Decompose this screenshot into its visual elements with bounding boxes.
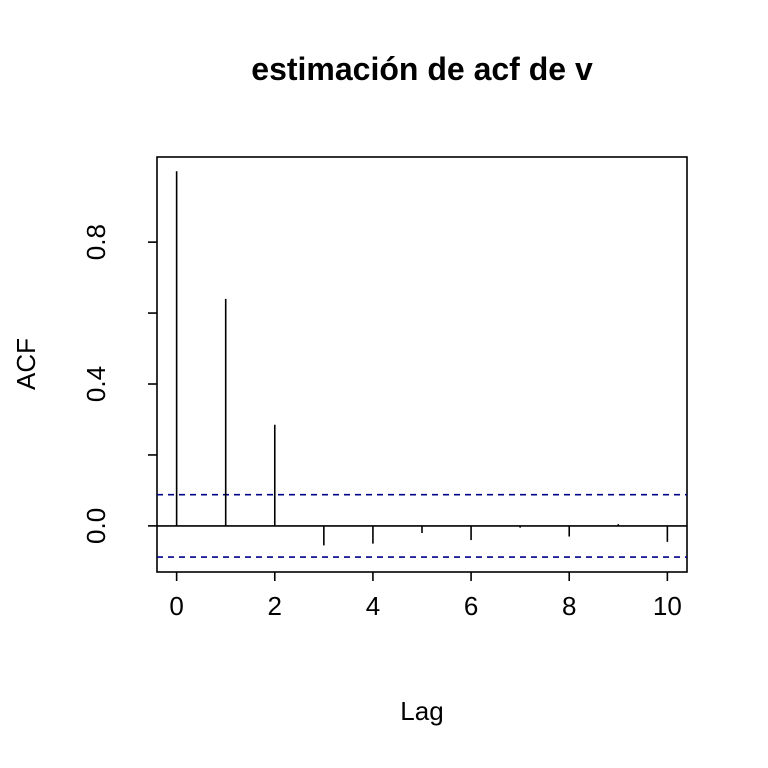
y-axis-label: ACF	[11, 338, 41, 390]
y-tick-label-0.4: 0.4	[81, 366, 111, 402]
plot-area: 0 2 4 6 8 10 0.0 0.4 0.8	[81, 156, 688, 621]
x-tick-label-4: 4	[366, 591, 380, 621]
y-tick-label-0.8: 0.8	[81, 224, 111, 260]
x-tick-label-0: 0	[169, 591, 183, 621]
x-axis-label: Lag	[400, 696, 443, 726]
chart-title: estimación de acf de v	[251, 51, 593, 87]
x-tick-label-2: 2	[268, 591, 282, 621]
x-tick-label-8: 8	[562, 591, 576, 621]
y-tick-label-0.0: 0.0	[81, 508, 111, 544]
x-tick-label-6: 6	[464, 591, 478, 621]
x-tick-label-10: 10	[653, 591, 682, 621]
plot-frame	[156, 156, 688, 573]
